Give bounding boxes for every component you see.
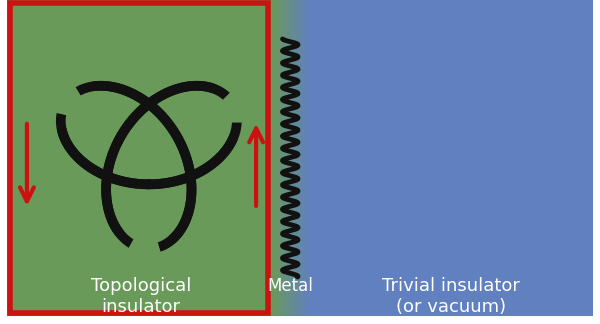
Bar <box>293 0 295 316</box>
Bar <box>275 0 276 316</box>
Bar <box>277 0 278 316</box>
Bar <box>278 0 280 316</box>
Bar <box>308 0 309 316</box>
Bar <box>283 0 285 316</box>
Bar <box>290 0 292 316</box>
Bar <box>280 0 282 316</box>
Bar <box>294 0 296 316</box>
Bar <box>278 0 279 316</box>
Text: Topological
insulator: Topological insulator <box>91 277 191 316</box>
Bar <box>287 0 289 316</box>
Bar <box>301 0 302 316</box>
Text: Metal: Metal <box>268 277 313 295</box>
Bar <box>299 0 301 316</box>
Bar <box>296 0 298 316</box>
Bar <box>272 0 274 316</box>
Bar <box>304 0 305 316</box>
Bar <box>7 0 271 316</box>
Bar <box>310 0 593 316</box>
Bar <box>274 0 275 316</box>
Bar <box>288 0 290 316</box>
Bar <box>291 0 293 316</box>
Bar <box>298 0 299 316</box>
Bar <box>272 0 273 316</box>
Bar <box>286 0 287 316</box>
Bar <box>306 0 307 316</box>
Bar <box>281 0 283 316</box>
Bar <box>309 0 310 316</box>
Bar <box>305 0 307 316</box>
Bar <box>303 0 304 316</box>
Bar <box>275 0 277 316</box>
Bar <box>10 3 268 313</box>
Text: Trivial insulator
(or vacuum): Trivial insulator (or vacuum) <box>382 277 520 316</box>
Bar <box>284 0 286 316</box>
Bar <box>286 0 288 316</box>
Bar <box>297 0 299 316</box>
Bar <box>292 0 293 316</box>
Bar <box>302 0 304 316</box>
Bar <box>295 0 296 316</box>
Bar <box>271 0 272 316</box>
Bar <box>300 0 301 316</box>
Bar <box>280 0 281 316</box>
Bar <box>283 0 284 316</box>
Bar <box>289 0 291 316</box>
Bar <box>307 0 308 316</box>
